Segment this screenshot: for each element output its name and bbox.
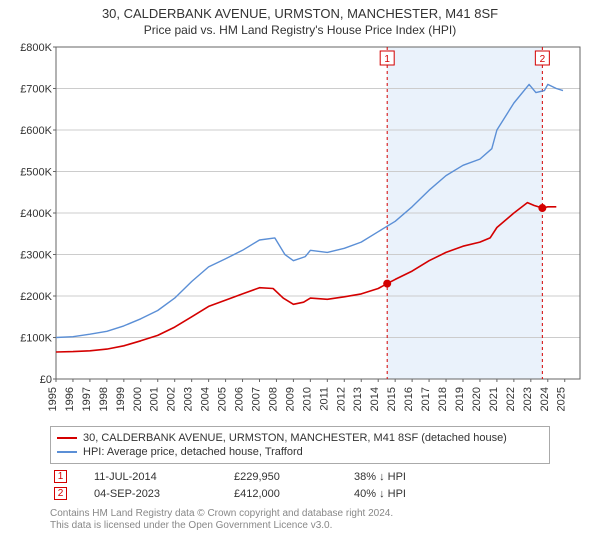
svg-text:1996: 1996 [64,387,76,411]
svg-text:1: 1 [384,54,390,65]
point-delta: 40% ↓ HPI [350,485,550,502]
marker-badge: 1 [54,470,67,483]
svg-text:2009: 2009 [284,387,296,411]
footer: Contains HM Land Registry data © Crown c… [50,508,550,532]
svg-text:2021: 2021 [488,387,500,411]
svg-text:1997: 1997 [81,387,93,411]
legend-item-subject: 30, CALDERBANK AVENUE, URMSTON, MANCHEST… [57,431,543,445]
svg-text:2004: 2004 [200,387,212,411]
title-line1: 30, CALDERBANK AVENUE, URMSTON, MANCHEST… [8,6,592,21]
table-row: 1 11-JUL-2014 £229,950 38% ↓ HPI [50,468,550,485]
svg-text:1999: 1999 [115,387,127,411]
point-price: £412,000 [230,485,350,502]
points-table: 1 11-JUL-2014 £229,950 38% ↓ HPI 2 04-SE… [50,468,550,502]
svg-text:2012: 2012 [335,387,347,411]
svg-text:£600K: £600K [20,125,52,137]
line-chart: £0 £100K £200K £300K £400K £500K £600K £700K £80… [8,43,592,418]
chart-titles: 30, CALDERBANK AVENUE, URMSTON, MANCHEST… [8,6,592,37]
svg-text:£0: £0 [40,374,52,386]
legend-swatch [57,437,77,439]
point-price: £229,950 [230,468,350,485]
svg-text:2014: 2014 [369,387,381,411]
svg-text:2010: 2010 [301,387,313,411]
svg-text:£500K: £500K [20,167,52,179]
title-line2: Price paid vs. HM Land Registry's House … [8,23,592,37]
svg-text:2007: 2007 [250,387,262,411]
svg-text:£400K: £400K [20,208,52,220]
svg-text:2005: 2005 [217,387,229,411]
legend-label: 30, CALDERBANK AVENUE, URMSTON, MANCHEST… [83,431,507,445]
svg-text:2017: 2017 [420,387,432,411]
point-delta: 38% ↓ HPI [350,468,550,485]
point-date: 04-SEP-2023 [90,485,230,502]
svg-text:2002: 2002 [166,387,178,411]
table-row: 2 04-SEP-2023 £412,000 40% ↓ HPI [50,485,550,502]
legend-swatch [57,451,77,453]
svg-text:2003: 2003 [183,387,195,411]
svg-text:£300K: £300K [20,250,52,262]
point-date: 11-JUL-2014 [90,468,230,485]
svg-text:£700K: £700K [20,84,52,96]
marker-badge: 2 [54,487,67,500]
svg-text:2019: 2019 [454,387,466,411]
svg-text:2020: 2020 [471,387,483,411]
svg-text:2018: 2018 [437,387,449,411]
svg-text:2: 2 [540,54,546,65]
svg-text:2008: 2008 [267,387,279,411]
legend-item-hpi: HPI: Average price, detached house, Traf… [57,445,543,459]
svg-text:£200K: £200K [20,291,52,303]
svg-text:2025: 2025 [556,387,568,411]
footer-line1: Contains HM Land Registry data © Crown c… [50,508,550,520]
svg-text:2015: 2015 [386,387,398,411]
chart-area: £0 £100K £200K £300K £400K £500K £600K £700K £80… [8,43,592,418]
svg-text:1998: 1998 [98,387,110,411]
svg-text:2001: 2001 [149,387,161,411]
svg-text:£100K: £100K [20,333,52,345]
svg-text:2013: 2013 [352,387,364,411]
footer-line2: This data is licensed under the Open Gov… [50,520,550,532]
svg-text:£800K: £800K [20,43,52,54]
svg-text:2011: 2011 [318,387,330,411]
svg-text:2016: 2016 [403,387,415,411]
svg-text:2006: 2006 [234,387,246,411]
legend-label: HPI: Average price, detached house, Traf… [83,445,303,459]
svg-text:2000: 2000 [132,387,144,411]
svg-text:2022: 2022 [505,387,517,411]
svg-text:2023: 2023 [522,387,534,411]
legend: 30, CALDERBANK AVENUE, URMSTON, MANCHEST… [50,426,550,464]
svg-text:1995: 1995 [47,387,59,411]
svg-text:2024: 2024 [539,387,551,411]
